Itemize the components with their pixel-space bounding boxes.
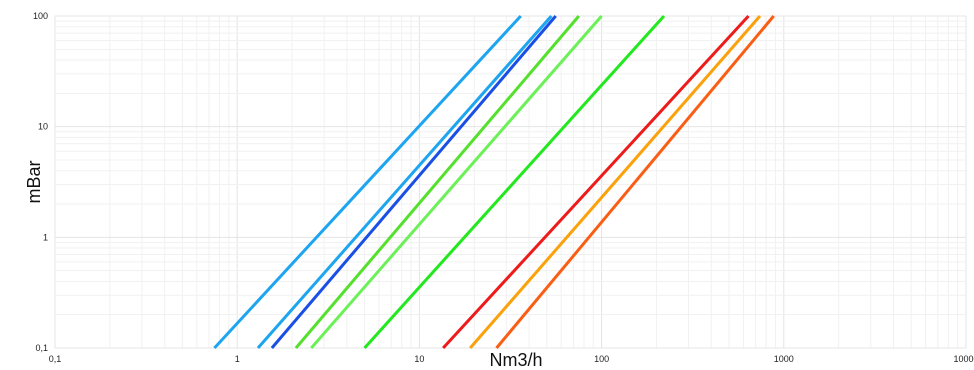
grid bbox=[54, 15, 967, 349]
series-line-9 bbox=[495, 15, 775, 349]
series-line-2 bbox=[256, 15, 553, 349]
x-tick-label: 100 bbox=[594, 354, 609, 364]
x-tick-label: 10 bbox=[414, 354, 424, 364]
y-tick-label: 10 bbox=[38, 122, 48, 132]
y-tick-label: 100 bbox=[33, 11, 48, 21]
series-line-3 bbox=[270, 15, 557, 349]
series-line-6 bbox=[363, 14, 666, 350]
series-line-8 bbox=[469, 15, 762, 349]
y-axis-title: mBar bbox=[24, 160, 44, 203]
x-tick-label: 0,1 bbox=[49, 354, 62, 364]
series-line-5 bbox=[310, 15, 603, 349]
series-group bbox=[213, 14, 775, 350]
series-line-7 bbox=[442, 14, 750, 350]
x-axis-title: Nm3/h bbox=[489, 350, 542, 370]
x-tick-label: 1 bbox=[235, 354, 240, 364]
series-line-1 bbox=[213, 14, 522, 350]
y-tick-label: 0,1 bbox=[35, 343, 48, 353]
y-tick-label: 1 bbox=[43, 232, 48, 242]
series-line-4 bbox=[294, 15, 580, 349]
x-tick-label: 1000 bbox=[774, 354, 794, 364]
